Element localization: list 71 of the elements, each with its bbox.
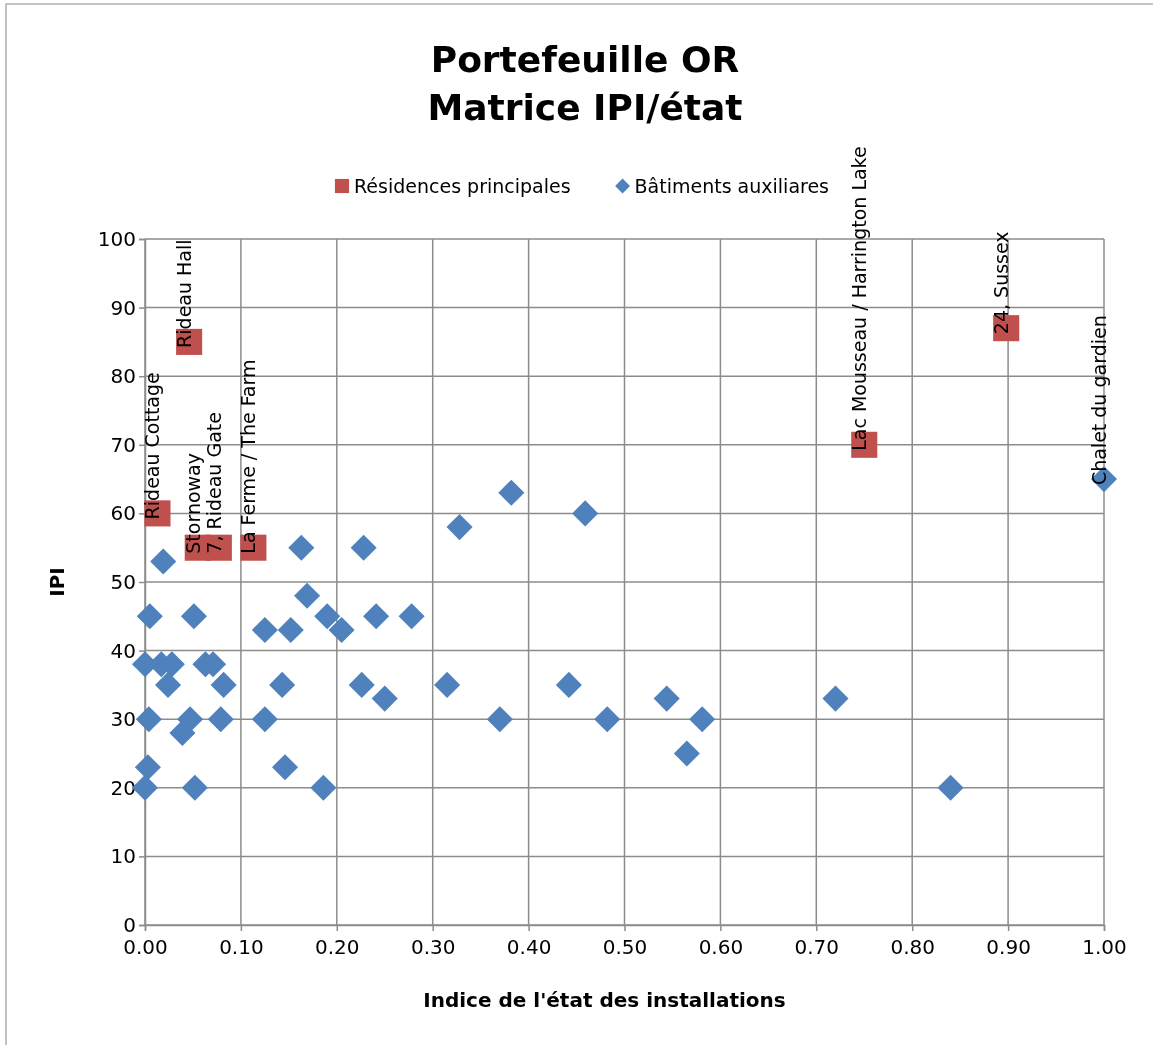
- y-tick-label: 50: [110, 569, 136, 594]
- y-tick-label: 10: [110, 844, 136, 869]
- point: [277, 616, 304, 644]
- x-tick-label: 0.60: [698, 935, 744, 959]
- legend-label: Résidences principales: [354, 175, 571, 197]
- point: [689, 706, 716, 733]
- point: [251, 616, 278, 644]
- x-tick-label: 0.50: [602, 935, 648, 959]
- point: [434, 671, 461, 698]
- point: [594, 706, 621, 733]
- annotation: Lac Mousseau / Harrington Lake: [848, 146, 871, 451]
- point: [288, 534, 315, 561]
- x-axis-title: Indice de l'état des installations: [423, 988, 786, 1012]
- point: [135, 706, 162, 733]
- point: [328, 616, 355, 644]
- y-tick-label: 100: [97, 226, 136, 251]
- point: [555, 671, 582, 698]
- point: [310, 774, 337, 801]
- point: [363, 603, 390, 630]
- y-tick-label: 30: [110, 707, 136, 732]
- annotation: Rideau Cottage: [141, 372, 164, 520]
- point: [181, 774, 208, 801]
- chart-title: Portefeuille OR Matrice IPI/état: [427, 39, 743, 128]
- y-tick-label: 0: [123, 912, 136, 937]
- y-tick-label: 80: [110, 364, 136, 389]
- annotation: La Ferme / The Farm: [237, 359, 260, 554]
- y-tick-label: 60: [110, 501, 136, 526]
- annotation: 24, Sussex: [990, 231, 1013, 335]
- point: [154, 671, 182, 698]
- point: [348, 671, 375, 698]
- x-tick-label: 0.00: [123, 935, 168, 959]
- point: [134, 754, 161, 781]
- point: [150, 548, 177, 575]
- point: [822, 685, 849, 712]
- x-tick-label: 0.10: [219, 935, 264, 959]
- annotation: Chalet du gardien: [1088, 315, 1110, 486]
- y-tick-label: 20: [110, 775, 136, 800]
- x-tick-label: 0.20: [315, 935, 360, 959]
- point: [446, 514, 473, 541]
- point: [350, 534, 377, 561]
- x-tick-label: 0.40: [506, 935, 552, 959]
- point: [572, 500, 599, 527]
- point: [271, 754, 299, 781]
- point: [498, 479, 525, 506]
- x-tick-label: 0.80: [890, 935, 935, 959]
- y-tick-label: 40: [110, 638, 136, 663]
- point: [136, 603, 163, 630]
- y-tick-label: 70: [110, 432, 136, 457]
- point: [294, 582, 321, 609]
- point: [673, 740, 700, 767]
- x-tick-label: 0.70: [794, 935, 840, 959]
- point: [207, 706, 234, 733]
- point: [210, 671, 237, 698]
- point: [937, 774, 964, 801]
- point: [180, 603, 207, 630]
- point: [269, 671, 296, 698]
- annotation: Rideau Hall: [173, 239, 196, 348]
- x-tick-label: 0.30: [410, 935, 456, 959]
- annotation: Stornoway: [181, 452, 204, 554]
- point: [251, 706, 278, 733]
- point: [314, 603, 341, 630]
- x-tick-label: 1.00: [1082, 935, 1127, 959]
- point: [486, 706, 513, 733]
- x-tick-label: 0.90: [986, 935, 1031, 959]
- point: [169, 719, 196, 746]
- point: [653, 685, 680, 712]
- y-axis-title: IPI: [45, 567, 69, 597]
- legend-label: Bâtiments auxiliares: [634, 175, 830, 197]
- y-tick-label: 90: [110, 295, 136, 320]
- point: [371, 685, 398, 712]
- point: [398, 603, 425, 630]
